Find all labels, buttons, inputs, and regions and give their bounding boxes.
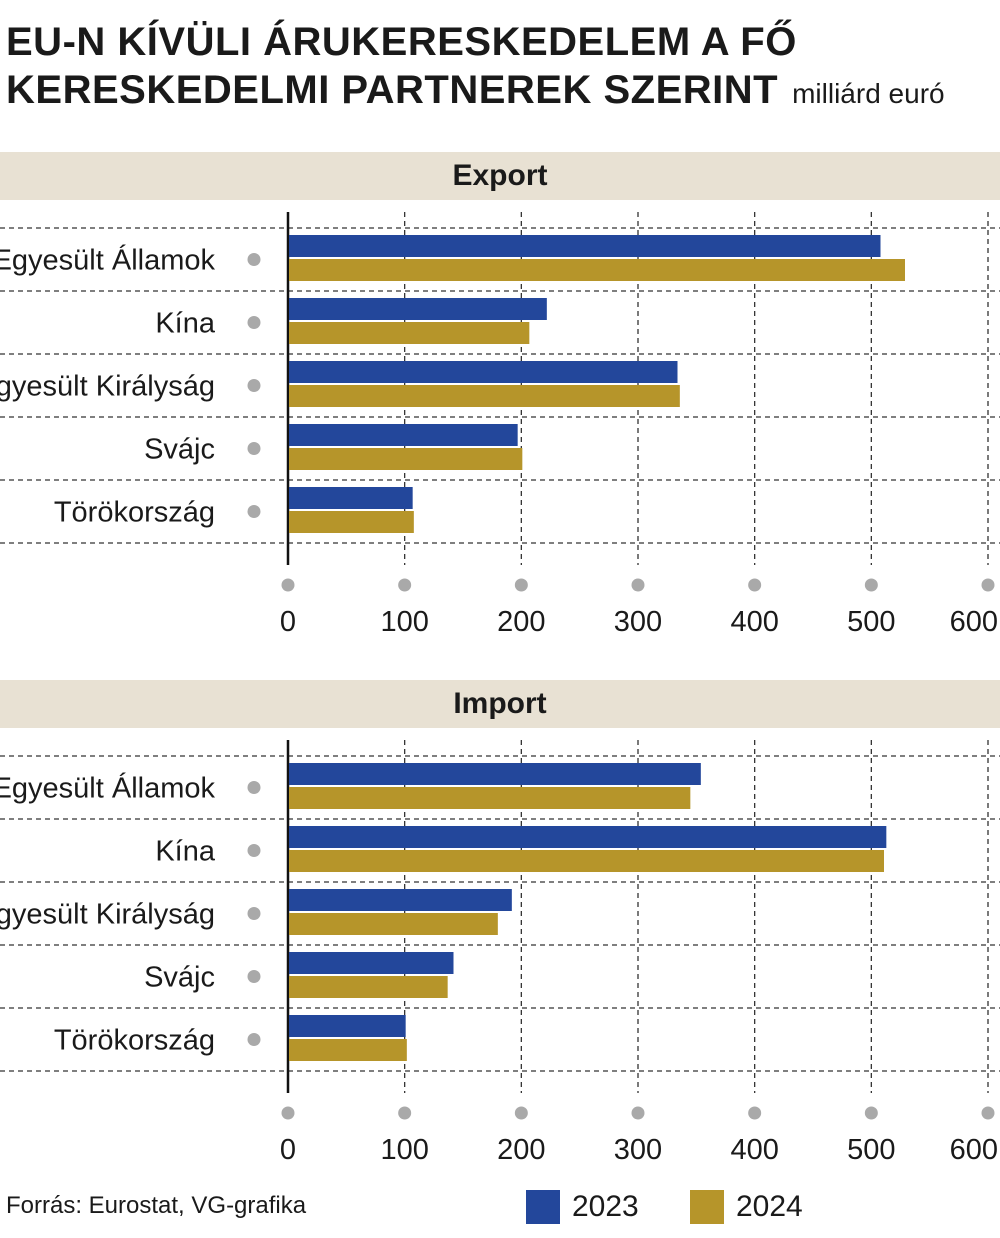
export-bar-egyesult-allamok-2024	[289, 259, 905, 281]
export-tick-dot-300	[631, 578, 645, 592]
export-tick-label-500: 500	[847, 606, 895, 638]
import-category-label-egyesult-kiralysag: Egyesült Királyság	[0, 899, 215, 931]
import-tick-dot-600	[981, 1106, 995, 1120]
import-category-dot-egyesult-allamok	[247, 781, 261, 794]
legend-item-2023: 2023	[526, 1190, 639, 1224]
export-bar-svajc-2024	[289, 448, 523, 470]
export-bar-egyesult-kiralysag-2024	[289, 385, 680, 407]
import-category-label-svajc: Svájc	[144, 962, 215, 994]
export-header: Export	[0, 152, 1000, 200]
import-tick-label-0: 0	[280, 1134, 296, 1166]
import-category-label-kina: Kína	[155, 836, 216, 868]
title-line-2: KERESKEDELMI PARTNEREK SZERINT milliárd e…	[6, 66, 996, 118]
legend-swatch-2023	[526, 1190, 560, 1224]
export-bar-svajc-2023	[289, 424, 518, 446]
export-bar-torokorszag-2023	[289, 487, 413, 509]
import-category-dot-egyesult-kiralysag	[247, 907, 261, 920]
import-bar-torokorszag-2023	[289, 1015, 406, 1037]
import-bar-egyesult-kiralysag-2023	[289, 889, 512, 911]
import-bar-egyesult-kiralysag-2024	[289, 913, 498, 935]
legend-swatch-2024	[690, 1190, 724, 1224]
legend-label-2023: 2023	[572, 1190, 639, 1223]
export-tick-dot-0	[281, 578, 295, 592]
import-chart: Egyesült Államok Kína Egyesült Királyság Sv…	[0, 740, 1000, 1166]
export-tick-dot-600	[981, 578, 995, 592]
export-category-label-egyesult-allamok: Egyesült Államok	[0, 244, 215, 277]
import-tick-label-400: 400	[730, 1134, 778, 1166]
import-bar-svajc-2024	[289, 976, 448, 998]
import-tick-dot-0	[281, 1106, 295, 1120]
export-tick-dot-400	[748, 578, 762, 592]
import-header: Import	[0, 680, 1000, 728]
import-tick-label-300: 300	[614, 1134, 662, 1166]
export-tick-dot-500	[864, 578, 878, 592]
import-category-dot-svajc	[247, 970, 261, 983]
export-tick-label-100: 100	[380, 606, 428, 638]
export-category-dot-svajc	[247, 442, 261, 455]
export-category-dot-kina	[247, 316, 261, 329]
import-bar-svajc-2023	[289, 952, 454, 974]
unit-label: milliárd euró	[792, 78, 945, 109]
export-tick-label-0: 0	[280, 606, 296, 638]
import-tick-dot-300	[631, 1106, 645, 1120]
import-bar-kina-2024	[289, 850, 884, 872]
import-bar-egyesult-allamok-2023	[289, 763, 701, 785]
import-tick-dot-200	[514, 1106, 528, 1120]
legend-label-2024: 2024	[736, 1190, 803, 1223]
export-bar-egyesult-kiralysag-2023	[289, 361, 678, 383]
export-tick-label-400: 400	[730, 606, 778, 638]
import-tick-label-500: 500	[847, 1134, 895, 1166]
export-bar-torokorszag-2024	[289, 511, 414, 533]
legend-item-2024: 2024	[690, 1190, 803, 1224]
import-tick-dot-500	[864, 1106, 878, 1120]
export-category-dot-torokorszag	[247, 505, 261, 518]
import-category-dot-kina	[247, 844, 261, 857]
export-tick-label-600: 600	[950, 606, 998, 638]
import-bar-egyesult-allamok-2024	[289, 787, 691, 809]
import-tick-label-200: 200	[497, 1134, 545, 1166]
source-note: Forrás: Eurostat, VG-grafika	[6, 1192, 307, 1219]
export-category-label-egyesult-kiralysag: Egyesült Királyság	[0, 371, 215, 403]
title-line-2-text: KERESKEDELMI PARTNEREK SZERINT	[6, 68, 779, 112]
export-bar-kina-2024	[289, 322, 530, 344]
import-tick-label-600: 600	[950, 1134, 998, 1166]
export-category-dot-egyesult-allamok	[247, 253, 261, 266]
export-category-label-torokorszag: Törökország	[54, 497, 215, 529]
export-category-label-svajc: Svájc	[144, 434, 215, 466]
export-tick-dot-200	[514, 578, 528, 592]
import-category-dot-torokorszag	[247, 1033, 261, 1046]
import-tick-dot-100	[398, 1106, 412, 1120]
title-line-1: EU-N KÍVÜLI ÁRUKERESKEDELEM A FŐ	[6, 20, 797, 64]
export-chart: Egyesült Államok Kína Egyesült Királyság Sv…	[0, 212, 1000, 638]
export-tick-dot-100	[398, 578, 412, 592]
export-bar-egyesult-allamok-2023	[289, 235, 881, 257]
import-bar-kina-2023	[289, 826, 887, 848]
import-tick-label-100: 100	[380, 1134, 428, 1166]
import-category-label-egyesult-allamok: Egyesült Államok	[0, 772, 215, 805]
export-tick-label-200: 200	[497, 606, 545, 638]
import-category-label-torokorszag: Törökország	[54, 1025, 215, 1057]
import-tick-dot-400	[748, 1106, 762, 1120]
import-bar-torokorszag-2024	[289, 1039, 407, 1061]
chart-title: EU-N KÍVÜLI ÁRUKERESKEDELEM A FŐ KERESKE…	[6, 18, 996, 118]
export-category-label-kina: Kína	[155, 308, 216, 340]
export-tick-label-300: 300	[614, 606, 662, 638]
export-category-dot-egyesult-kiralysag	[247, 379, 261, 392]
export-bar-kina-2023	[289, 298, 547, 320]
